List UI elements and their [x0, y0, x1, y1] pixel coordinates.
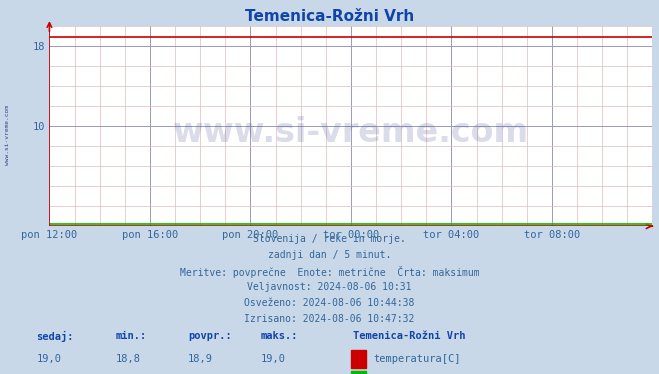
Text: www.si-vreme.com: www.si-vreme.com [173, 116, 529, 149]
Text: Veljavnost: 2024-08-06 10:31: Veljavnost: 2024-08-06 10:31 [247, 282, 412, 292]
Text: 18,9: 18,9 [188, 354, 213, 364]
Text: maks.:: maks.: [260, 331, 298, 341]
Text: Temenica-Rožni Vrh: Temenica-Rožni Vrh [245, 9, 414, 24]
Text: Izrisano: 2024-08-06 10:47:32: Izrisano: 2024-08-06 10:47:32 [244, 314, 415, 324]
Text: min.:: min.: [115, 331, 146, 341]
Text: www.si-vreme.com: www.si-vreme.com [5, 105, 11, 165]
Text: sedaj:: sedaj: [36, 331, 74, 342]
Text: 19,0: 19,0 [260, 354, 285, 364]
Text: Temenica-Rožni Vrh: Temenica-Rožni Vrh [353, 331, 465, 341]
Text: 19,0: 19,0 [36, 354, 61, 364]
Text: 18,8: 18,8 [115, 354, 140, 364]
Text: Slovenija / reke in morje.: Slovenija / reke in morje. [253, 234, 406, 244]
Text: Osveženo: 2024-08-06 10:44:38: Osveženo: 2024-08-06 10:44:38 [244, 298, 415, 308]
Text: zadnji dan / 5 minut.: zadnji dan / 5 minut. [268, 250, 391, 260]
Text: temperatura[C]: temperatura[C] [374, 354, 461, 364]
Text: Meritve: povprečne  Enote: metrične  Črta: maksimum: Meritve: povprečne Enote: metrične Črta:… [180, 266, 479, 278]
Text: povpr.:: povpr.: [188, 331, 231, 341]
